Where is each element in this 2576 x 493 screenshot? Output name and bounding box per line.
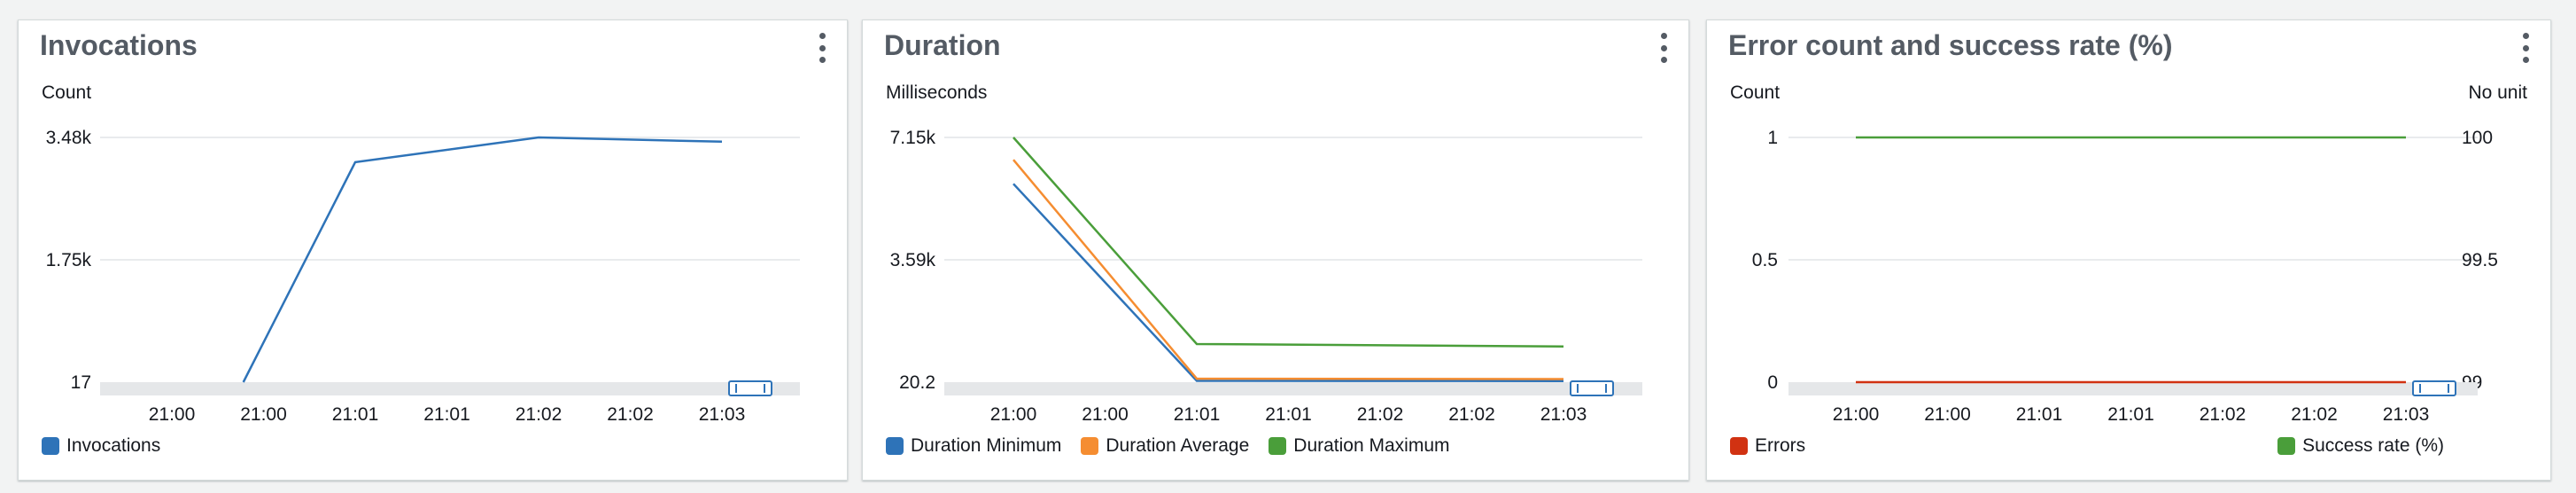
chart-legend: Invocations <box>42 435 160 457</box>
x-tick-label: 21:03 <box>699 404 746 425</box>
x-tick-label: 21:01 <box>1265 404 1312 425</box>
x-tick-label: 21:00 <box>1924 404 1971 425</box>
legend-label: Duration Minimum <box>911 435 1062 456</box>
legend-item-duration-minimum[interactable]: Duration Minimum <box>886 435 1061 457</box>
x-tick-label: 21:02 <box>516 404 563 425</box>
x-tick-label: 21:01 <box>2016 404 2063 425</box>
series-line-duration-average <box>1013 159 1564 380</box>
widget-title: Duration <box>884 29 1001 61</box>
x-tick-label: 21:02 <box>2200 404 2246 425</box>
x-tick-label: 21:02 <box>607 404 654 425</box>
x-axis-band <box>944 382 1642 395</box>
chart-legend: Errors <box>1730 435 1805 457</box>
legend-label: Invocations <box>66 435 161 456</box>
legend-swatch <box>1269 437 1287 455</box>
y-tick-label: 0 <box>1767 372 1778 393</box>
x-tick-label: 21:00 <box>1833 404 1880 425</box>
x-axis-band <box>100 382 800 395</box>
y-tick-label: 3.59k <box>890 250 936 270</box>
widget-title: Error count and success rate (%) <box>1728 29 2173 61</box>
x-tick-label: 21:01 <box>1174 404 1221 425</box>
series-line-invocations <box>242 136 723 383</box>
y-tick-label: 3.48k <box>46 128 92 148</box>
x-tick-label: 21:02 <box>2291 404 2338 425</box>
widget-title: Invocations <box>40 29 198 61</box>
x-tick-label: 21:03 <box>2383 404 2430 425</box>
y-tick-label: 17 <box>71 372 91 393</box>
y2-tick-label: 100 <box>2462 128 2493 148</box>
legend-label: Success rate (%) <box>2302 435 2444 456</box>
x-axis-band <box>1788 382 2478 395</box>
x-tick-label: 21:01 <box>2107 404 2154 425</box>
x-tick-label: 21:03 <box>1540 404 1587 425</box>
y-tick-label: 7.15k <box>890 128 936 148</box>
y-tick-label: 0.5 <box>1752 250 1778 270</box>
range-selector-frame <box>728 380 772 396</box>
legend-label: Duration Maximum <box>1293 435 1450 456</box>
range-selector-frame <box>1570 380 1614 396</box>
x-tick-label: 21:01 <box>423 404 470 425</box>
legend-item-success-rate[interactable]: Success rate (%) <box>2277 435 2444 457</box>
legend-swatch <box>1081 437 1099 455</box>
x-tick-label: 21:00 <box>1082 404 1129 425</box>
series-line-duration-minimum <box>1013 183 1564 382</box>
y-tick-label: 1.75k <box>46 250 92 270</box>
chart-legend-right: Success rate (%) <box>2277 435 2444 457</box>
range-selector-icon[interactable] <box>728 380 772 396</box>
x-tick-label: 21:01 <box>332 404 379 425</box>
series-line-duration-maximum <box>1013 137 1564 348</box>
legend-swatch <box>886 437 904 455</box>
x-tick-label: 21:00 <box>990 404 1037 425</box>
duration-chart[interactable]: 20.2 3.59k 7.15k 21:00 21:00 21:01 21:01 21:02 2… <box>863 20 1690 481</box>
legend-item-invocations[interactable]: Invocations <box>42 435 160 457</box>
invocations-widget: Invocations Count 17 1.75k 3.48k 21:00 21:00… <box>18 20 848 481</box>
y-tick-label: 1 <box>1767 128 1778 148</box>
legend-item-errors[interactable]: Errors <box>1730 435 1805 457</box>
y-axis-unit: Count <box>42 82 92 103</box>
legend-item-duration-maximum[interactable]: Duration Maximum <box>1269 435 1450 457</box>
vertical-ellipsis-icon[interactable] <box>1658 33 1669 63</box>
vertical-ellipsis-icon[interactable] <box>817 33 827 63</box>
vertical-ellipsis-icon[interactable] <box>2520 33 2531 63</box>
x-tick-label: 21:00 <box>149 404 196 425</box>
legend-label: Errors <box>1755 435 1806 456</box>
legend-item-duration-average[interactable]: Duration Average <box>1081 435 1249 457</box>
y-axis-unit: Milliseconds <box>886 82 988 103</box>
x-tick-label: 21:02 <box>1448 404 1495 425</box>
invocations-chart[interactable]: 17 1.75k 3.48k 21:00 21:00 21:01 21:01 21:02 21:… <box>19 20 849 481</box>
y-axis-unit: Count <box>1730 82 1781 103</box>
legend-swatch <box>1730 437 1748 455</box>
y-tick-label: 20.2 <box>899 372 935 393</box>
error-success-chart[interactable]: 00.519999.510021:0021:0021:0121:0121:022… <box>1707 20 2552 481</box>
range-selector-icon[interactable] <box>1570 380 1614 396</box>
legend-label: Duration Average <box>1106 435 1250 456</box>
range-selector-icon[interactable] <box>2412 380 2456 396</box>
legend-swatch <box>42 437 59 455</box>
chart-legend: Duration Minimum Duration Average Durati… <box>886 435 1450 457</box>
y2-tick-label: 99.5 <box>2462 250 2498 270</box>
duration-widget: Duration Milliseconds 20.2 3.59k 7.15k 21:0… <box>862 20 1689 481</box>
y2-axis-unit: No unit <box>2468 82 2527 103</box>
x-tick-label: 21:02 <box>1357 404 1404 425</box>
error-success-widget: Error count and success rate (%) Count N… <box>1706 20 2551 481</box>
x-tick-label: 21:00 <box>240 404 287 425</box>
legend-swatch <box>2277 437 2296 455</box>
range-selector-frame <box>2412 380 2456 396</box>
